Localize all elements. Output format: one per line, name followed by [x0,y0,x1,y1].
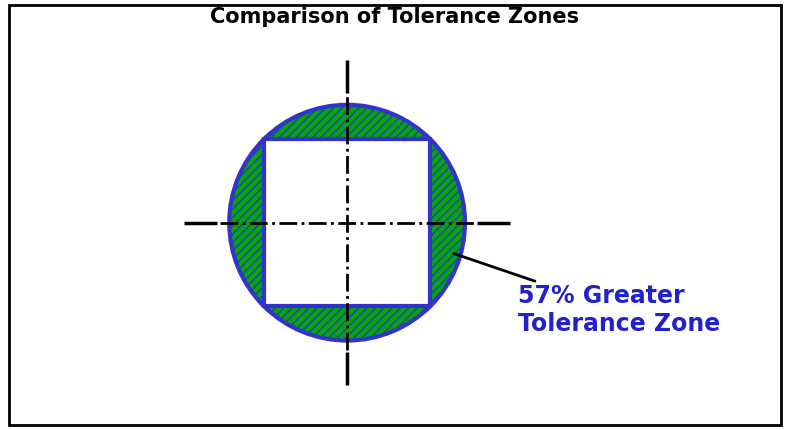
Title: Comparison of Tolerance Zones: Comparison of Tolerance Zones [209,7,579,27]
Bar [264,139,431,306]
Circle shape [229,105,465,341]
Text: 57% Greater
Tolerance Zone: 57% Greater Tolerance Zone [453,253,720,336]
